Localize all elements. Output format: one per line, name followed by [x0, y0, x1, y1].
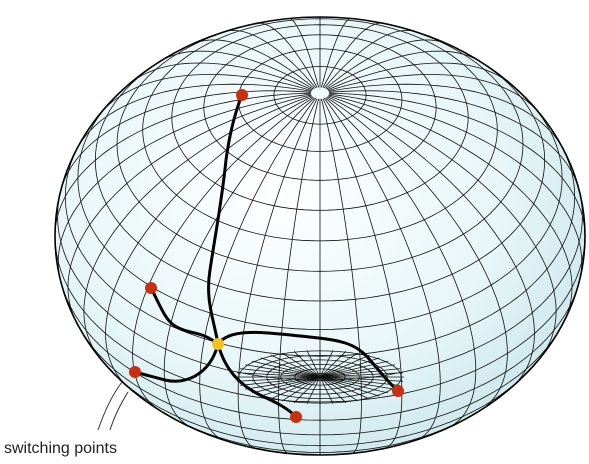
grid-line [57, 190, 583, 381]
grid-line [60, 90, 311, 191]
grid-line [237, 376, 321, 382]
points [129, 89, 404, 423]
grid-line [325, 39, 447, 89]
grid-line [319, 376, 347, 403]
grid-line [319, 364, 395, 378]
grid-line [328, 74, 540, 113]
grid-line [116, 20, 524, 272]
endpoint [290, 411, 302, 423]
grid-line [251, 360, 321, 378]
grid-line [326, 96, 508, 410]
grid-line [240, 368, 321, 378]
grid-line [270, 354, 321, 378]
wireframe [54, 17, 586, 456]
path [149, 286, 220, 346]
path [216, 342, 298, 419]
grid-line [94, 60, 546, 302]
path [133, 342, 220, 383]
grid-line [105, 96, 313, 387]
grid-line [329, 93, 583, 277]
grid-line [251, 376, 321, 394]
grid-line [57, 93, 311, 277]
grid-line [319, 376, 359, 402]
grid-line [319, 372, 403, 378]
grid-line [237, 372, 321, 378]
grid-line [319, 376, 370, 400]
grid-line [319, 350, 334, 378]
grid-line [319, 376, 395, 390]
grid-line [319, 376, 380, 397]
grid-line [321, 18, 351, 88]
grid-line [257, 22, 318, 88]
grid-line [327, 96, 535, 387]
endpoint [392, 385, 404, 397]
grid-line [83, 95, 312, 356]
grid-line [293, 376, 321, 403]
grid-line [323, 29, 415, 89]
grid-line [281, 376, 321, 402]
grid-line [323, 98, 441, 440]
grid-line [116, 376, 524, 447]
grid-line [293, 351, 321, 378]
grid-line [163, 97, 315, 428]
grid-line [281, 352, 321, 378]
grid-line [278, 98, 319, 454]
switch-point [212, 338, 224, 350]
grid-line [67, 94, 312, 321]
grid-line [325, 97, 477, 428]
grid-line [328, 94, 573, 321]
grid-line [237, 98, 318, 449]
endpoint [129, 366, 141, 378]
grid-line [326, 50, 480, 90]
grid-line [319, 368, 400, 378]
grid-line [319, 376, 400, 386]
grid-line [199, 98, 317, 440]
grid-line [77, 83, 312, 148]
leader-lines [97, 381, 129, 431]
grid-line [77, 101, 563, 330]
grid-line [327, 62, 510, 91]
grid-line [319, 351, 347, 378]
grid-line [245, 364, 321, 378]
grid-line [81, 332, 559, 436]
grid-line [240, 376, 321, 386]
grid-line [319, 360, 389, 378]
label: switching points [4, 440, 117, 457]
grid-line [319, 376, 389, 394]
paths [133, 93, 400, 419]
grid-line [260, 376, 321, 397]
grid-line [260, 357, 321, 378]
grid-line [328, 95, 557, 356]
grid-line [306, 376, 321, 404]
grid-line [160, 50, 314, 90]
grid-line [62, 289, 578, 421]
grid-line [319, 354, 370, 378]
grid-line [328, 83, 563, 148]
path [207, 93, 244, 346]
endpoint [145, 282, 157, 294]
grid-line [100, 74, 312, 113]
sphere-outline [54, 16, 586, 456]
grid-line [329, 92, 586, 237]
grid-line [130, 62, 313, 91]
grid-line [319, 376, 334, 404]
grid-line [322, 22, 383, 88]
grid-line [322, 98, 403, 449]
grid-line [225, 29, 317, 89]
grid-line [289, 18, 319, 88]
endpoint [236, 89, 248, 101]
grid-line [306, 350, 321, 378]
grid-line [319, 352, 359, 378]
path [216, 330, 400, 393]
grid-line [321, 98, 362, 454]
grid-line [270, 376, 321, 400]
grid-line [245, 376, 321, 390]
grid-line [193, 39, 315, 89]
grid-line [329, 90, 580, 191]
